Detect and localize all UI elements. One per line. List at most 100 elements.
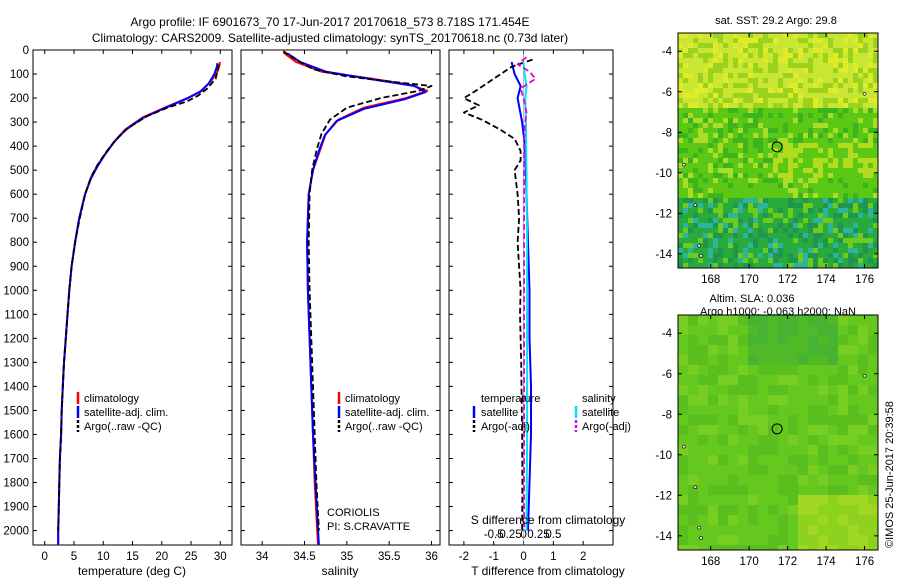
map-cell (688, 385, 698, 395)
map-cell (828, 183, 833, 188)
map-cell (708, 128, 713, 133)
map-cell (833, 253, 838, 258)
map-cell (763, 173, 768, 178)
map-cell (743, 148, 748, 153)
map-cell (853, 258, 858, 263)
map-cell (683, 258, 688, 263)
map-cell (763, 68, 768, 73)
map-cell (858, 143, 863, 148)
map-cell (848, 325, 858, 335)
map-cell (828, 133, 833, 138)
map-cell (848, 158, 853, 163)
map-cell (708, 168, 713, 173)
map-cell (818, 198, 823, 203)
map-cell (868, 93, 873, 98)
map-cell (748, 425, 758, 435)
map-cell (828, 455, 838, 465)
map-cell (678, 253, 683, 258)
map-cell (758, 213, 763, 218)
map-cell (823, 163, 828, 168)
map-cell (813, 153, 818, 158)
map-cell (788, 395, 798, 405)
map-cell (828, 33, 833, 38)
map-cell (803, 118, 808, 123)
map-cell (723, 108, 728, 113)
map-cell (703, 213, 708, 218)
map-cell (793, 123, 798, 128)
map-x-tick-label: 174 (816, 274, 836, 286)
map-cell (798, 138, 803, 143)
map-cell (713, 78, 718, 83)
map-cell (758, 355, 768, 365)
map-cell (828, 365, 838, 375)
map-cell (678, 133, 683, 138)
map-y-tick-label: -4 (662, 46, 673, 58)
map-cell (788, 505, 798, 515)
map-cell (778, 163, 783, 168)
map-cell (818, 183, 823, 188)
map-cell (788, 405, 798, 415)
map-cell (683, 123, 688, 128)
map-cell (838, 425, 848, 435)
map-cell (853, 138, 858, 143)
map-cell (793, 153, 798, 158)
map-cell (713, 213, 718, 218)
y-tick-label: 500 (10, 165, 29, 177)
map-cell (858, 223, 863, 228)
map-cell (838, 515, 848, 525)
map-cell (848, 248, 853, 253)
map-cell (758, 188, 763, 193)
map-cell (873, 238, 878, 243)
map-cell (708, 355, 718, 365)
map-cell (753, 218, 758, 223)
map-cell (808, 263, 813, 268)
map-cell (683, 153, 688, 158)
map-cell (773, 228, 778, 233)
map-cell (728, 228, 733, 233)
map-cell (808, 445, 818, 455)
map-cell (728, 178, 733, 183)
map-cell (713, 103, 718, 108)
map-cell (798, 33, 803, 38)
map-cell (858, 83, 863, 88)
map-cell (818, 193, 823, 198)
map-cell (788, 153, 793, 158)
map-cell (738, 485, 748, 495)
map-cell (833, 163, 838, 168)
map-cell (733, 228, 738, 233)
map-cell (848, 495, 858, 505)
map-cell (698, 515, 708, 525)
map-cell (748, 78, 753, 83)
map-cell (723, 178, 728, 183)
map-cell (683, 83, 688, 88)
map-cell (818, 203, 823, 208)
map-cell (783, 208, 788, 213)
map-cell (688, 53, 693, 58)
map-cell (873, 173, 878, 178)
map-cell (783, 263, 788, 268)
map-cell (718, 128, 723, 133)
map-cell (848, 183, 853, 188)
map-cell (763, 83, 768, 88)
map-cell (833, 53, 838, 58)
map-cell (748, 325, 758, 335)
map-cell (688, 425, 698, 435)
map-cell (723, 258, 728, 263)
map-cell (703, 58, 708, 63)
map-cell (853, 238, 858, 243)
map-cell (808, 405, 818, 415)
map-cell (843, 223, 848, 228)
map-cell (713, 108, 718, 113)
map-cell (718, 505, 728, 515)
map-cell (823, 158, 828, 163)
map-cell (848, 485, 858, 495)
map-cell (748, 445, 758, 455)
map-cell (728, 63, 733, 68)
map-cell (818, 525, 828, 535)
map-cell (808, 385, 818, 395)
map-cell (743, 163, 748, 168)
map-cell (708, 213, 713, 218)
map-cell (788, 33, 793, 38)
map-cell (813, 133, 818, 138)
map-cell (813, 78, 818, 83)
